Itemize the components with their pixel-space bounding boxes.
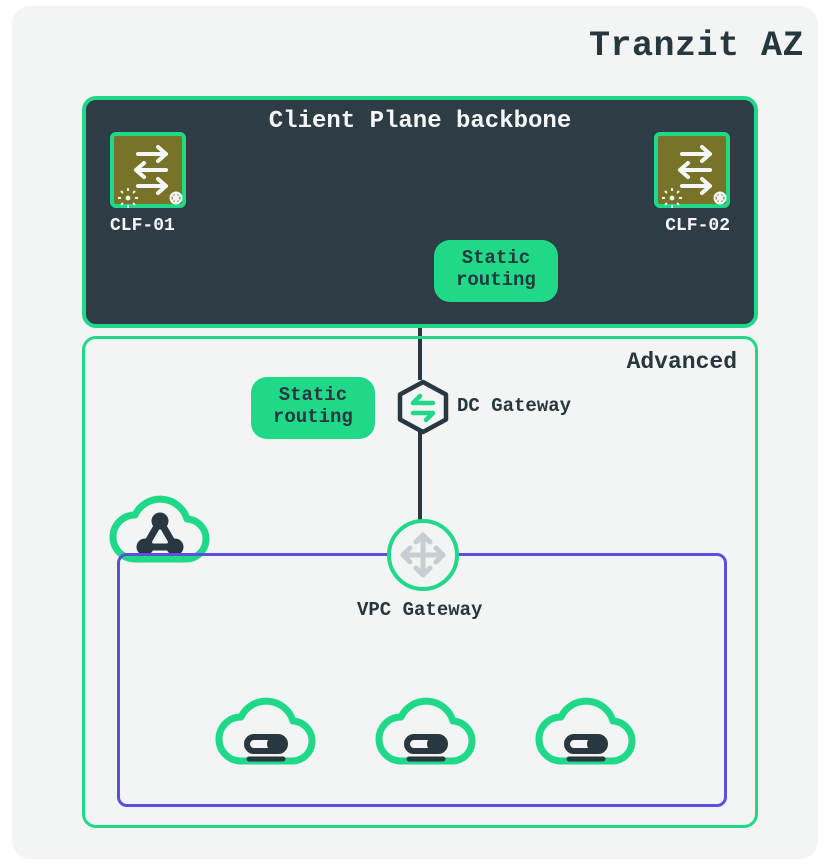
pill-line2: routing [456, 269, 536, 291]
router-icon [114, 136, 190, 212]
advanced-title: Advanced [627, 349, 737, 375]
vpc-gateway-icon [387, 519, 459, 591]
vpc-gateway-label: VPC Gateway [357, 599, 482, 621]
dc-gateway-icon [395, 379, 451, 435]
static-routing-pill-backbone: Static routing [434, 240, 558, 302]
pill-line1: Static [279, 384, 347, 406]
panel-title: Tranzit AZ [589, 26, 804, 66]
router-icon [658, 136, 734, 212]
dc-gateway-label: DC Gateway [457, 395, 571, 417]
static-routing-pill-advanced: Static routing [251, 377, 375, 439]
cloud-edge-icon [371, 689, 481, 781]
router-label-clf2: CLF-02 [665, 216, 730, 236]
tranzit-az-panel: Tranzit AZ Client Plane backbone [12, 6, 818, 859]
backbone-container: Client Plane backbone [82, 96, 758, 328]
router-tile-clf1 [110, 132, 186, 208]
cloud-edge-icon [531, 689, 641, 781]
router-label-clf1: CLF-01 [110, 216, 175, 236]
pill-line1: Static [462, 247, 530, 269]
pill-line2: routing [273, 406, 353, 428]
cloud-edge-icon [211, 689, 321, 781]
router-tile-clf2 [654, 132, 730, 208]
backbone-title: Client Plane backbone [86, 108, 754, 135]
advanced-container: Advanced Static routing DC Gateway [82, 336, 758, 828]
